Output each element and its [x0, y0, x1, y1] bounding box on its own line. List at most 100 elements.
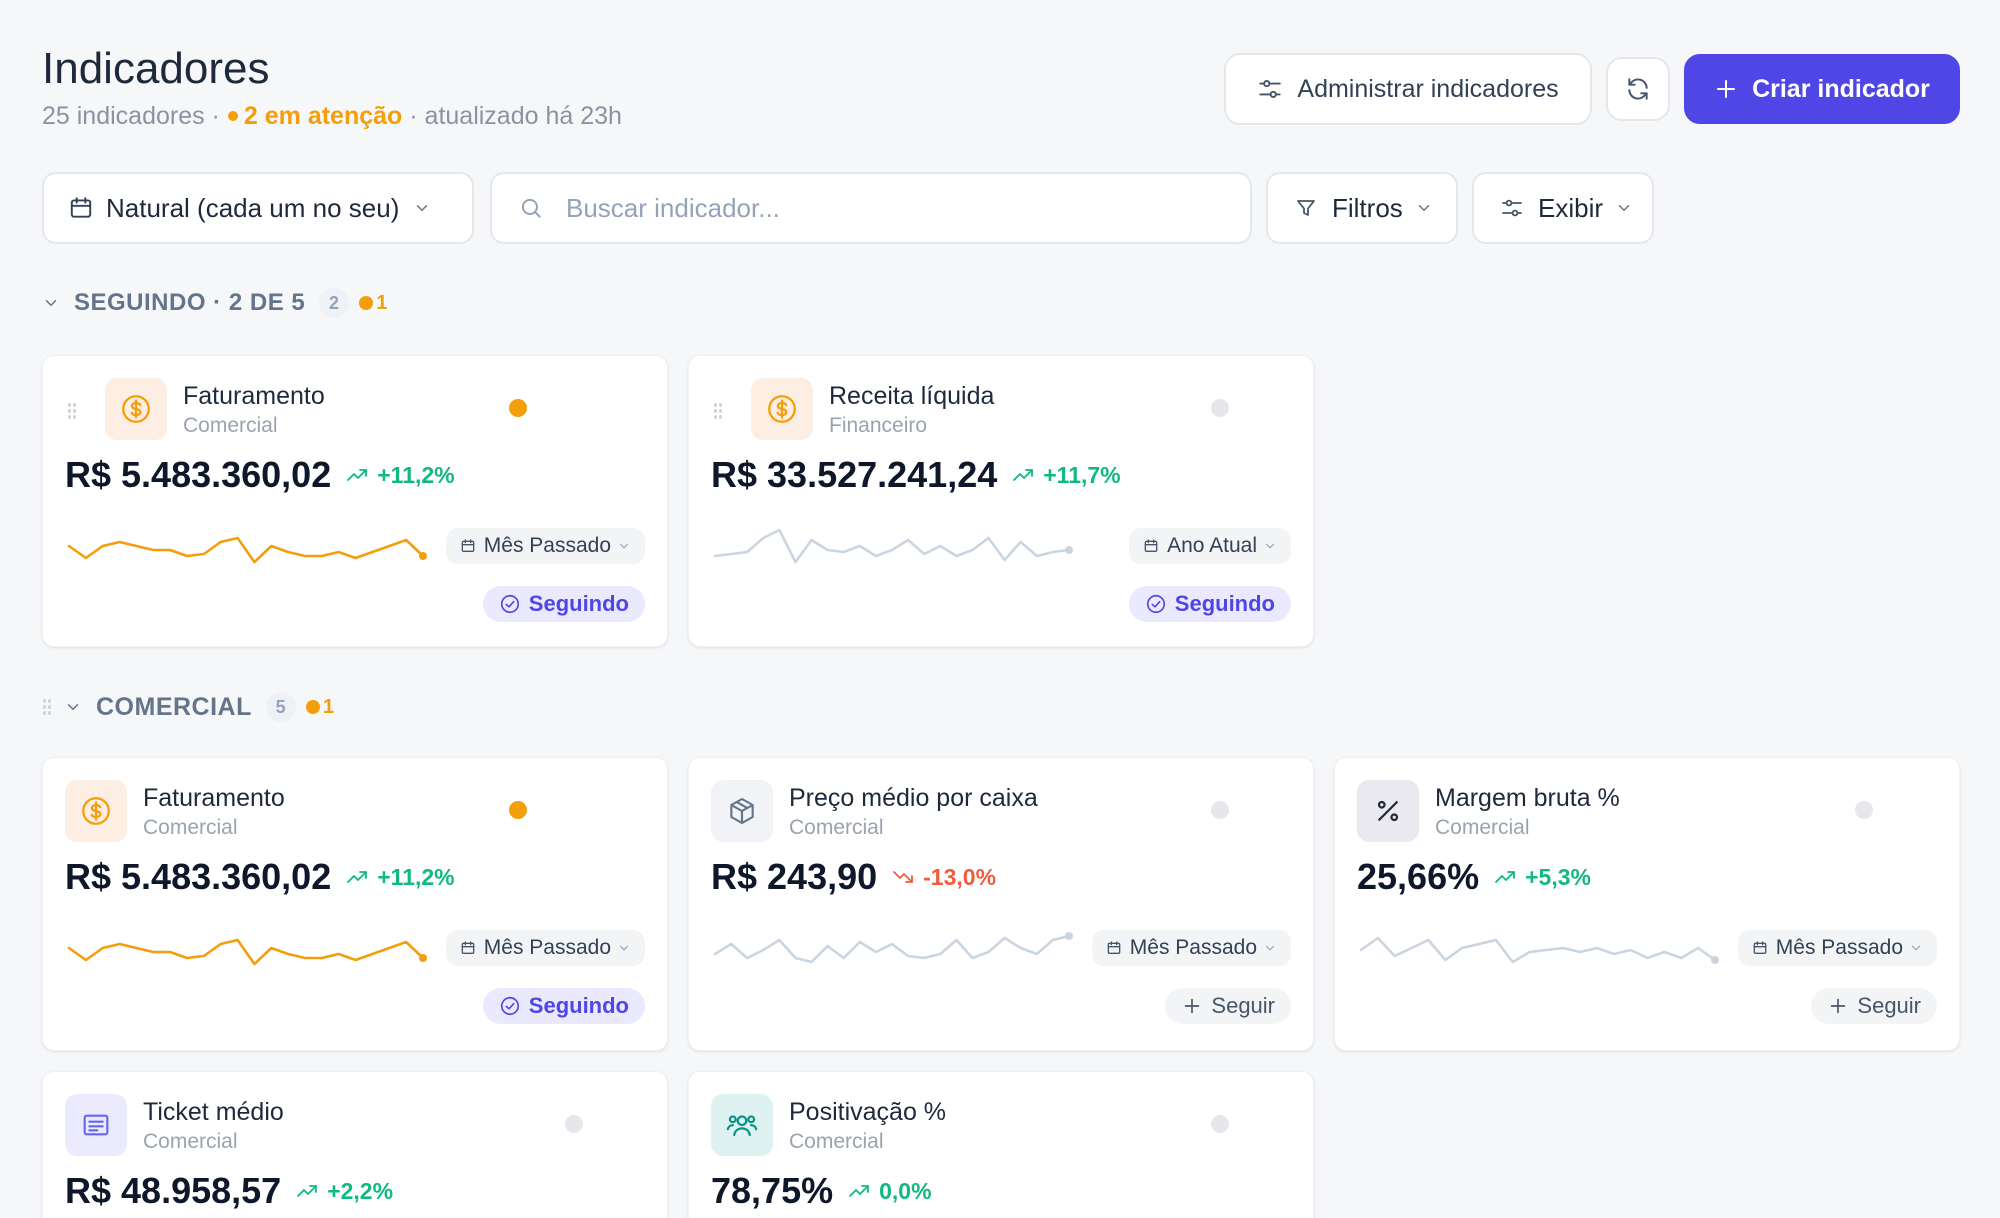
calendar-icon: [1107, 941, 1121, 954]
chevron-down-icon: [67, 704, 79, 711]
create-indicator-button[interactable]: Criar indicador: [1684, 54, 1960, 124]
delta-value: 0,0%: [879, 1177, 932, 1204]
indicator-name[interactable]: Faturamento: [143, 784, 285, 812]
indicator-card[interactable]: Preço médio por caixa Comercial R$ 243,90…: [688, 757, 1314, 1051]
sparkline-chart: [1359, 936, 1719, 964]
indicator-value-row: R$ 243,90 -13,0%: [711, 856, 996, 898]
indicator-category: Comercial: [143, 816, 238, 839]
package-icon: [711, 780, 773, 842]
following-button[interactable]: Seguindo: [1128, 586, 1291, 622]
chevron-down-icon: [1911, 945, 1921, 951]
search-input[interactable]: Buscar indicador...: [490, 172, 1252, 244]
indicator-name[interactable]: Preço médio por caixa: [789, 784, 1038, 812]
status-dot: [1211, 801, 1229, 819]
search-placeholder: Buscar indicador...: [566, 192, 780, 223]
drag-handle-icon[interactable]: [42, 698, 52, 716]
chevron-down-icon: [417, 205, 428, 212]
period-label: Mês Passado: [483, 534, 611, 557]
delta-value: +11,2%: [377, 863, 455, 890]
page-subtitle: 25 indicadores · 2 em atenção · atualizad…: [42, 102, 622, 131]
indicator-value-row: 78,75% 0,0%: [711, 1170, 932, 1212]
calendar-icon: [461, 941, 475, 954]
period-dropdown[interactable]: Ano Atual: [1129, 528, 1291, 564]
period-select-label: Natural (cada um no seu): [106, 192, 400, 223]
status-dot: [1855, 801, 1873, 819]
trend-up-icon: [849, 1185, 870, 1197]
indicator-card[interactable]: Margem bruta % Comercial 25,66% +5,3% Mês…: [1334, 757, 1960, 1051]
indicator-value-row: R$ 48.958,57 +2,2%: [65, 1170, 393, 1212]
indicator-name[interactable]: Margem bruta %: [1435, 784, 1620, 812]
plus-icon: [1831, 998, 1846, 1014]
follow-label: Seguindo: [528, 993, 629, 1018]
search-icon: [521, 198, 541, 218]
following-button[interactable]: Seguindo: [482, 586, 645, 622]
section-title: SEGUINDO · 2 DE 5: [74, 289, 306, 316]
trend-up-icon: [347, 469, 368, 481]
indicator-name[interactable]: Positivação %: [789, 1098, 947, 1126]
filters-button[interactable]: Filtros: [1266, 172, 1458, 244]
display-button[interactable]: Exibir: [1472, 172, 1654, 244]
plus-icon: [1185, 998, 1200, 1014]
section-header-following[interactable]: SEGUINDO · 2 DE 5 2 1: [42, 288, 388, 318]
refresh-button[interactable]: [1606, 57, 1670, 121]
sparkline-last-point: [1711, 956, 1719, 964]
indicator-category: Comercial: [789, 1130, 884, 1153]
sparkline-last-point: [419, 954, 427, 962]
indicator-name[interactable]: Ticket médio: [143, 1098, 284, 1126]
indicator-name[interactable]: Receita líquida: [829, 382, 995, 410]
indicator-category: Comercial: [183, 414, 278, 437]
follow-button[interactable]: Seguir: [1165, 988, 1291, 1024]
filters-label: Filtros: [1332, 192, 1403, 223]
attention-count[interactable]: 2 em atenção: [243, 102, 403, 130]
period-select[interactable]: Natural (cada um no seu): [42, 172, 474, 244]
follow-button[interactable]: Seguir: [1811, 988, 1937, 1024]
section-header-comercial[interactable]: COMERCIAL 5 1: [42, 692, 335, 722]
calendar-icon: [70, 197, 92, 218]
indicator-category: Comercial: [143, 1130, 238, 1153]
dollar-icon: [105, 378, 167, 440]
drag-handle-icon[interactable]: [67, 402, 77, 420]
trend-up-icon: [1013, 469, 1034, 481]
calendar-icon: [1144, 539, 1158, 552]
indicator-value: R$ 33.527.241,24: [711, 454, 998, 495]
indicator-delta: -13,0%: [891, 864, 996, 891]
following-button[interactable]: Seguindo: [482, 988, 645, 1024]
indicator-value-row: 25,66% +5,3%: [1357, 856, 1591, 898]
sparkline-line: [1359, 936, 1717, 964]
attention-dot: [227, 111, 238, 121]
users-icon: [711, 1094, 773, 1156]
period-label: Mês Passado: [1129, 936, 1257, 959]
dollar-icon: [65, 780, 127, 842]
chevron-down-icon: [1418, 205, 1430, 212]
manage-indicators-button[interactable]: Administrar indicadores: [1224, 53, 1592, 125]
chevron-down-icon: [619, 945, 629, 951]
updated-text: · atualizado há 23h: [409, 102, 622, 130]
plus-icon: [1717, 80, 1736, 98]
indicator-card[interactable]: Positivação % Comercial 78,75% 0,0%: [688, 1071, 1314, 1218]
period-dropdown[interactable]: Mês Passado: [1737, 930, 1937, 966]
indicator-delta: +11,2%: [345, 863, 455, 891]
indicator-delta: +11,2%: [345, 462, 455, 489]
trend-down-icon: [893, 871, 914, 883]
calendar-icon: [461, 539, 475, 552]
drag-handle-icon[interactable]: [713, 402, 723, 420]
section-count-badge: 5: [265, 692, 296, 722]
indicator-card[interactable]: Ticket médio Comercial R$ 48.958,57 +2,2%: [42, 1071, 668, 1218]
indicator-value: R$ 48.958,57: [65, 1170, 282, 1211]
period-dropdown[interactable]: Mês Passado: [445, 930, 645, 966]
delta-value: -13,0%: [923, 863, 997, 890]
indicator-name[interactable]: Faturamento: [183, 382, 325, 410]
section-attention-badge: 1: [359, 292, 388, 315]
sparkline-last-point: [1065, 546, 1073, 554]
indicator-delta: +2,2%: [295, 1178, 393, 1205]
period-dropdown[interactable]: Mês Passado: [445, 528, 645, 564]
indicator-category: Comercial: [789, 816, 884, 839]
manage-indicators-label: Administrar indicadores: [1297, 74, 1559, 103]
chevron-down-icon: [45, 300, 57, 307]
indicator-card[interactable]: Faturamento Comercial R$ 5.483.360,02 +11…: [42, 757, 668, 1051]
status-dot: [565, 1115, 583, 1133]
indicator-card[interactable]: Receita líquida Financeiro R$ 33.527.241,…: [688, 355, 1314, 647]
indicator-card[interactable]: Faturamento Comercial R$ 5.483.360,02 +11…: [42, 355, 668, 647]
refresh-icon: [1628, 78, 1648, 100]
period-dropdown[interactable]: Mês Passado: [1091, 930, 1291, 966]
